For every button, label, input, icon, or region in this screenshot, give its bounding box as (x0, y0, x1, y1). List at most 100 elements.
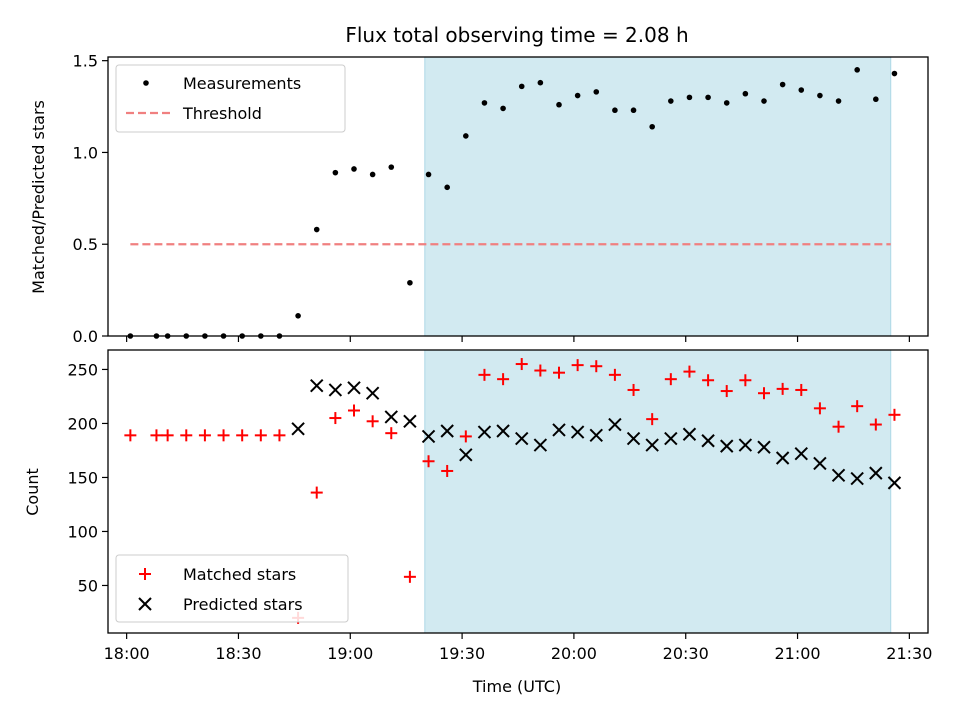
matched-star-point (832, 420, 845, 433)
measurement-point (444, 184, 450, 191)
bottom-y-axis-label: Count (23, 468, 42, 516)
matched-star-point (403, 570, 416, 583)
predicted-star-point (421, 429, 436, 444)
bottom-y-tick-label: 200 (67, 414, 98, 433)
bottom-y-ticks: 50 100 150 200 250 (67, 360, 108, 595)
predicted-star-point (608, 417, 622, 432)
measurement-point (835, 98, 842, 104)
matched-star-point (608, 368, 621, 381)
predicted-star-point (738, 438, 753, 452)
measurement-point (817, 92, 823, 99)
matched-star-point (124, 429, 137, 442)
legend-threshold-label: Threshold (182, 104, 262, 123)
matched-star-point (795, 383, 808, 396)
matched-star-point (366, 415, 379, 428)
matched-star-point (161, 429, 174, 442)
measurement-point (407, 279, 413, 286)
legend-predicted-marker (138, 597, 152, 611)
bottom-y-tick-label: 250 (67, 360, 98, 379)
measurement-point (593, 89, 600, 95)
matched-star-point (478, 368, 491, 381)
x-tick-label: 20:30 (663, 644, 709, 663)
measurement-point (518, 83, 525, 90)
measurement-point (723, 100, 730, 106)
top-y-tick-label: 1.5 (73, 52, 98, 71)
matched-star-point (422, 455, 435, 468)
legend-predicted-label: Predicted stars (183, 595, 303, 614)
predicted-star-point (794, 446, 808, 461)
matched-star-point (813, 402, 826, 415)
top-x-ticks (126, 336, 910, 342)
measurement-point (313, 226, 320, 233)
matched-star-point (646, 413, 659, 426)
matched-star-point (150, 429, 163, 442)
bottom-axes-frame (107, 349, 929, 634)
measurement-point (351, 166, 357, 172)
predicted-star-point (459, 448, 473, 462)
predicted-star-point (384, 410, 398, 424)
matched-star-point (385, 427, 398, 440)
predicted-star-point (403, 414, 417, 428)
matched-star-point (702, 374, 715, 387)
measurement-point (798, 87, 805, 93)
predicted-star-point (328, 383, 343, 397)
measurement-point (668, 98, 674, 104)
measurement-point (854, 67, 860, 73)
measurement-point (649, 123, 655, 130)
measurement-point (686, 94, 693, 101)
predicted-star-point (347, 381, 361, 395)
measurement-point (761, 98, 767, 104)
predicted-star-point (310, 378, 324, 393)
x-tick-label: 18:30 (215, 644, 261, 663)
measurement-point (369, 171, 376, 178)
measurement-point (612, 107, 618, 114)
matched-star-point (310, 486, 323, 499)
measurement-point (332, 169, 339, 176)
matched-star-point (273, 429, 286, 442)
predicted-star-point (477, 425, 492, 439)
predicted-star-point (775, 451, 790, 465)
matched-star-point (869, 418, 882, 431)
measurement-point (425, 171, 432, 178)
top-shaded-span-rect (424, 56, 892, 337)
top-axes: 0.0 0.5 1.0 1.5 Matched/Predicted stars Mea… (29, 52, 929, 346)
predicted-star-point (570, 425, 585, 439)
bottom-x-ticks: 18:00 18:30 19:00 19:30 20:00 20:30 21:00 21:30 (104, 633, 932, 663)
measurement-point (630, 107, 637, 114)
matched-star-point (664, 373, 677, 386)
measurement-point (779, 81, 786, 88)
bottom-shaded-span (424, 349, 892, 634)
measurement-point (574, 92, 581, 99)
measurement-point (537, 79, 544, 86)
measurement-point (705, 94, 711, 101)
predicted-star-point (813, 456, 827, 471)
matched-star-point (534, 364, 547, 377)
matched-star-point (459, 430, 472, 443)
predicted-star-point (515, 431, 529, 446)
matched-star-point (683, 365, 696, 378)
predicted-star-point (440, 424, 454, 438)
matched-star-point (888, 408, 901, 421)
bottom-y-tick-label: 50 (78, 576, 98, 595)
measurement-point (500, 105, 506, 112)
x-axis-label: Time (UTC) (472, 677, 561, 696)
bottom-legend: Matched stars Predicted stars (115, 554, 349, 623)
predicted-star-point (496, 424, 510, 438)
predicted-star-point (533, 438, 548, 452)
x-tick-label: 21:30 (886, 644, 932, 663)
matched-star-point (553, 366, 565, 379)
measurement-point (556, 101, 562, 108)
legend-matched-marker (139, 568, 151, 580)
legend-matched-label: Matched stars (183, 565, 296, 584)
top-axes-frame (107, 56, 929, 337)
measurement-point (891, 70, 898, 77)
measurement-point (742, 90, 749, 97)
matched-star-point (441, 464, 454, 477)
matched-star-point (739, 374, 752, 387)
bottom-axes: 50 100 150 200 250 18:00 18:30 19:00 19:30 20:00… (23, 349, 932, 696)
matched-star-point (180, 429, 193, 442)
predicted-star-point (589, 428, 603, 443)
predicted-star-point (645, 438, 659, 452)
predicted-star-point (682, 427, 697, 441)
